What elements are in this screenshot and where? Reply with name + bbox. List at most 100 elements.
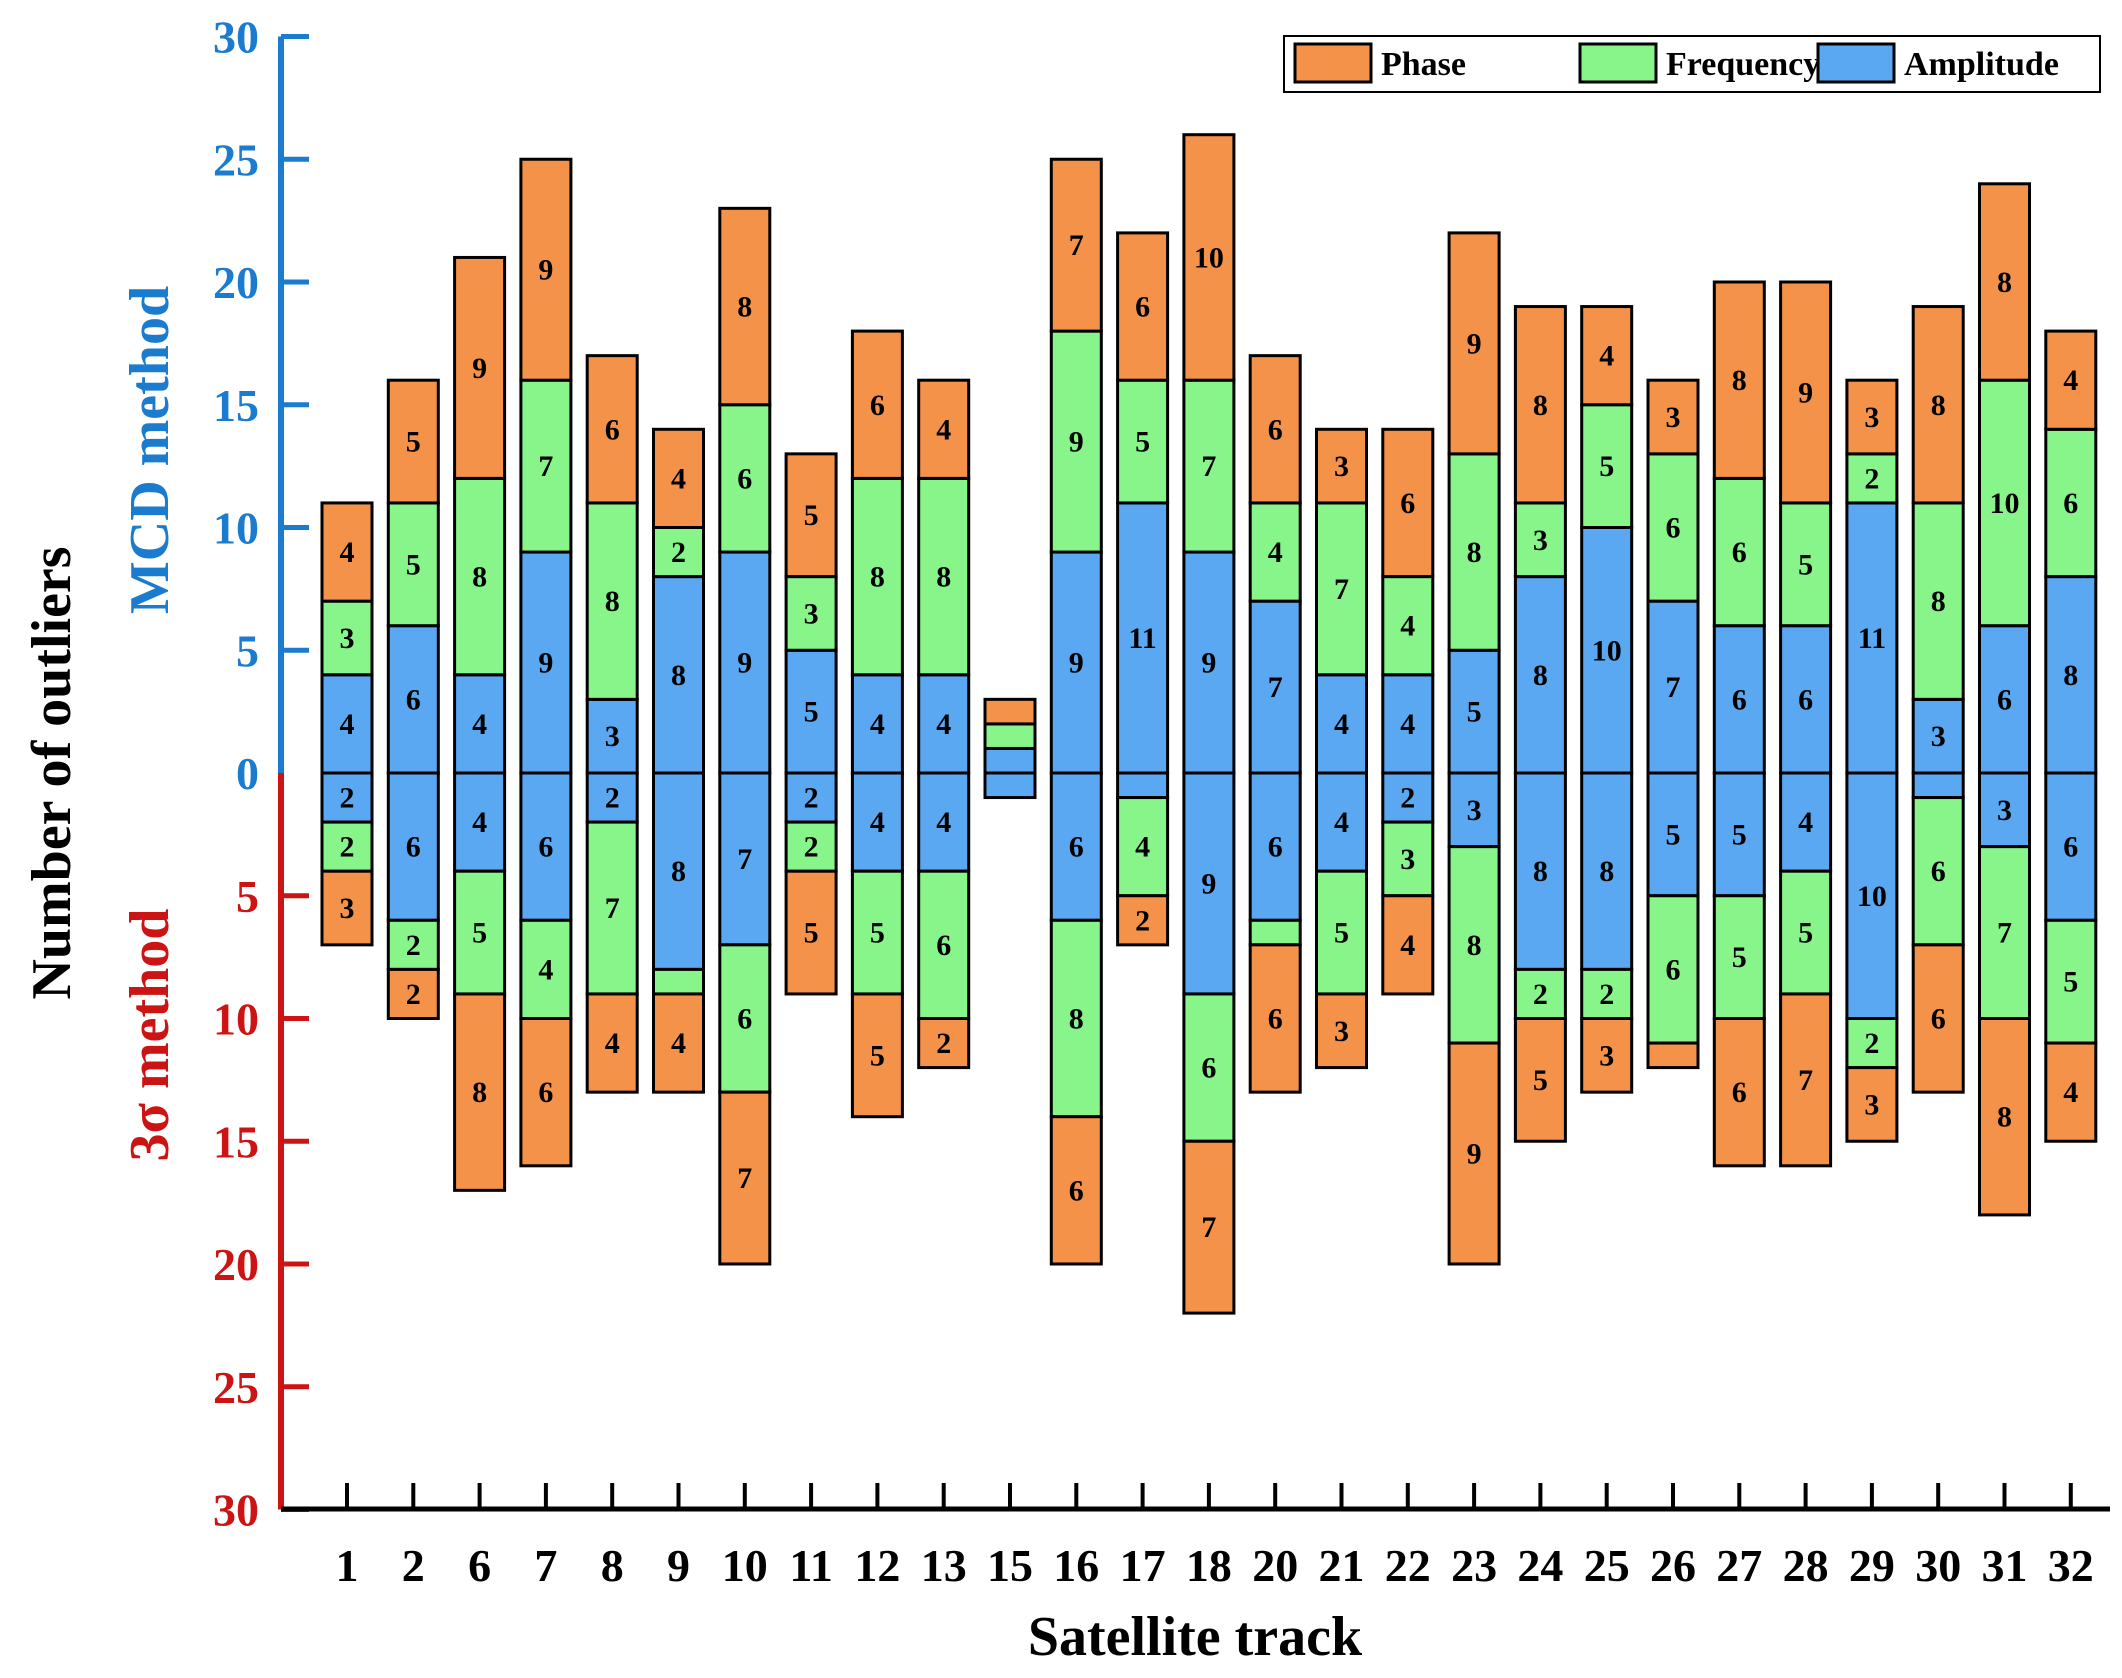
bar-upper-phase-track-12[interactable] (850, 329, 904, 480)
bar-upper-frequency-track-22[interactable] (1381, 575, 1435, 677)
bar-lower-phase-track-29[interactable] (1845, 1066, 1899, 1143)
bar-upper-phase-track-20[interactable] (1248, 354, 1302, 505)
bar-lower-phase-track-24[interactable] (1513, 1017, 1567, 1143)
bar-upper-amplitude-track-7[interactable] (519, 550, 573, 775)
bar-upper-frequency-track-28[interactable] (1779, 501, 1833, 628)
bar-lower-frequency-track-32[interactable] (2044, 918, 2098, 1045)
bar-upper-amplitude-track-17[interactable] (1116, 501, 1170, 775)
bar-lower-phase-track-7[interactable] (519, 1017, 573, 1168)
bar-lower-amplitude-track-15[interactable] (983, 771, 1037, 800)
bar-lower-phase-track-10[interactable] (718, 1090, 772, 1266)
bar-lower-frequency-track-6[interactable] (453, 869, 507, 996)
bar-lower-amplitude-track-1[interactable] (320, 771, 374, 824)
bar-lower-phase-track-9[interactable] (652, 992, 705, 1094)
bar-lower-amplitude-track-17[interactable] (1116, 771, 1170, 800)
bar-lower-phase-track-2[interactable] (386, 967, 440, 1021)
bar-upper-phase-track-2[interactable] (386, 378, 440, 505)
bar-upper-amplitude-track-10[interactable] (718, 550, 772, 775)
bar-upper-frequency-track-1[interactable] (320, 599, 374, 677)
bar-upper-frequency-track-15[interactable] (983, 722, 1037, 750)
bar-upper-phase-track-23[interactable] (1447, 231, 1501, 456)
bar-upper-frequency-track-12[interactable] (850, 476, 904, 677)
bar-upper-phase-track-22[interactable] (1381, 427, 1435, 579)
bar-lower-amplitude-track-12[interactable] (850, 771, 904, 873)
bar-lower-frequency-track-7[interactable] (519, 918, 573, 1020)
bar-lower-amplitude-track-22[interactable] (1381, 771, 1435, 824)
bar-lower-amplitude-track-18[interactable] (1182, 771, 1236, 996)
bar-lower-phase-track-32[interactable] (2044, 1041, 2098, 1143)
bar-upper-phase-track-7[interactable] (519, 157, 573, 382)
bar-lower-frequency-track-23[interactable] (1447, 845, 1501, 1045)
bar-lower-phase-track-12[interactable] (850, 992, 904, 1119)
bar-lower-frequency-track-29[interactable] (1845, 1017, 1899, 1070)
bar-upper-frequency-track-27[interactable] (1712, 476, 1766, 628)
bar-upper-phase-track-16[interactable] (1049, 157, 1103, 333)
bar-upper-phase-track-25[interactable] (1580, 305, 1634, 407)
bar-upper-phase-track-26[interactable] (1646, 378, 1700, 456)
bar-upper-frequency-track-23[interactable] (1447, 452, 1501, 652)
bar-upper-amplitude-track-12[interactable] (850, 673, 904, 775)
bar-upper-phase-track-10[interactable] (718, 206, 772, 407)
bar-upper-phase-track-11[interactable] (784, 452, 838, 579)
bar-lower-amplitude-track-10[interactable] (718, 771, 772, 947)
bar-upper-frequency-track-21[interactable] (1315, 501, 1368, 677)
bar-lower-phase-track-6[interactable] (453, 992, 507, 1192)
bar-lower-phase-track-8[interactable] (585, 992, 639, 1094)
bar-lower-frequency-track-17[interactable] (1116, 796, 1170, 898)
bar-upper-frequency-track-29[interactable] (1845, 452, 1899, 505)
bar-lower-phase-track-21[interactable] (1315, 992, 1368, 1070)
bar-upper-phase-track-30[interactable] (1911, 305, 1965, 505)
bar-lower-phase-track-20[interactable] (1248, 943, 1302, 1094)
bar-upper-phase-track-15[interactable] (983, 697, 1037, 726)
bar-lower-frequency-track-31[interactable] (1978, 845, 2031, 1021)
bar-lower-frequency-track-18[interactable] (1182, 992, 1236, 1143)
bar-lower-frequency-track-28[interactable] (1779, 869, 1833, 996)
bar-upper-frequency-track-25[interactable] (1580, 403, 1634, 529)
bar-lower-amplitude-track-28[interactable] (1779, 771, 1833, 873)
bar-lower-amplitude-track-21[interactable] (1315, 771, 1368, 873)
bar-upper-phase-track-28[interactable] (1779, 280, 1833, 505)
bar-upper-phase-track-31[interactable] (1978, 182, 2031, 382)
bar-upper-frequency-track-32[interactable] (2044, 427, 2098, 579)
bar-upper-phase-track-32[interactable] (2044, 329, 2098, 431)
bar-upper-phase-track-21[interactable] (1315, 427, 1368, 505)
bar-upper-phase-track-17[interactable] (1116, 231, 1170, 382)
bar-lower-phase-track-25[interactable] (1580, 1017, 1634, 1094)
bar-upper-phase-track-29[interactable] (1845, 378, 1899, 456)
bar-lower-phase-track-1[interactable] (320, 869, 374, 947)
bar-upper-amplitude-track-13[interactable] (917, 673, 971, 775)
bar-lower-frequency-track-11[interactable] (784, 820, 838, 873)
bar-lower-phase-track-22[interactable] (1381, 894, 1435, 996)
bar-upper-phase-track-8[interactable] (585, 354, 639, 505)
bar-lower-amplitude-track-26[interactable] (1646, 771, 1700, 898)
bar-lower-frequency-track-26[interactable] (1646, 894, 1700, 1045)
bar-lower-amplitude-track-24[interactable] (1513, 771, 1567, 971)
bar-lower-phase-track-16[interactable] (1049, 1115, 1103, 1266)
bar-upper-phase-track-6[interactable] (453, 255, 507, 480)
bar-lower-frequency-track-27[interactable] (1712, 894, 1766, 1020)
bar-upper-frequency-track-31[interactable] (1978, 378, 2031, 628)
bar-upper-phase-track-1[interactable] (320, 501, 374, 603)
bar-lower-frequency-track-24[interactable] (1513, 967, 1567, 1021)
bar-lower-phase-track-31[interactable] (1978, 1017, 2031, 1217)
bar-upper-amplitude-track-25[interactable] (1580, 526, 1634, 775)
bar-upper-frequency-track-7[interactable] (519, 378, 573, 554)
bar-lower-phase-track-30[interactable] (1911, 943, 1965, 1094)
bar-lower-phase-track-27[interactable] (1712, 1017, 1766, 1168)
bar-lower-amplitude-track-2[interactable] (386, 771, 440, 922)
bar-upper-amplitude-track-24[interactable] (1513, 575, 1567, 775)
bar-lower-amplitude-track-23[interactable] (1447, 771, 1501, 849)
bar-lower-amplitude-track-6[interactable] (453, 771, 507, 873)
bar-lower-amplitude-track-29[interactable] (1845, 771, 1899, 1020)
bar-lower-frequency-track-16[interactable] (1049, 918, 1103, 1119)
bar-lower-phase-track-17[interactable] (1116, 894, 1170, 947)
bar-lower-amplitude-track-32[interactable] (2044, 771, 2098, 922)
bar-upper-frequency-track-9[interactable] (652, 526, 705, 579)
bar-lower-amplitude-track-7[interactable] (519, 771, 573, 922)
bar-upper-phase-track-27[interactable] (1712, 280, 1766, 480)
bar-lower-frequency-track-9[interactable] (652, 967, 705, 996)
bar-lower-amplitude-track-30[interactable] (1911, 771, 1965, 800)
bar-upper-frequency-track-13[interactable] (917, 476, 971, 677)
bar-lower-phase-track-26[interactable] (1646, 1041, 1700, 1070)
bar-upper-frequency-track-26[interactable] (1646, 452, 1700, 603)
